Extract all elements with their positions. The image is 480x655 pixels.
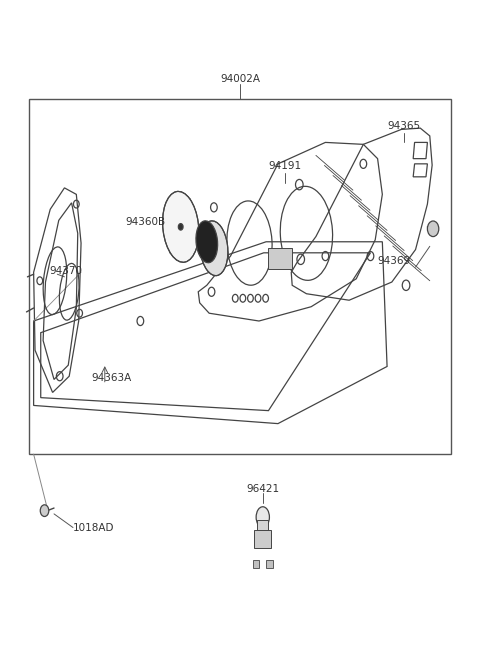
Text: 94191: 94191 — [268, 161, 301, 172]
Ellipse shape — [196, 221, 217, 263]
Ellipse shape — [256, 507, 269, 527]
Bar — [29, 99, 451, 454]
Text: 94370: 94370 — [49, 266, 82, 276]
Text: 1018AD: 1018AD — [73, 523, 115, 533]
Circle shape — [427, 221, 439, 236]
Text: 94365: 94365 — [387, 121, 420, 131]
Bar — [253, 560, 260, 568]
Bar — [254, 530, 271, 548]
Ellipse shape — [163, 191, 199, 262]
Text: 94360B: 94360B — [125, 217, 165, 227]
Text: 94369: 94369 — [378, 255, 411, 266]
Circle shape — [179, 223, 183, 230]
Bar — [266, 560, 273, 568]
Bar — [267, 248, 292, 269]
Text: 94002A: 94002A — [220, 75, 260, 84]
Ellipse shape — [200, 221, 228, 276]
Circle shape — [40, 505, 49, 517]
Text: 94363A: 94363A — [92, 373, 132, 383]
Bar — [257, 520, 268, 530]
Text: 96421: 96421 — [246, 483, 279, 494]
